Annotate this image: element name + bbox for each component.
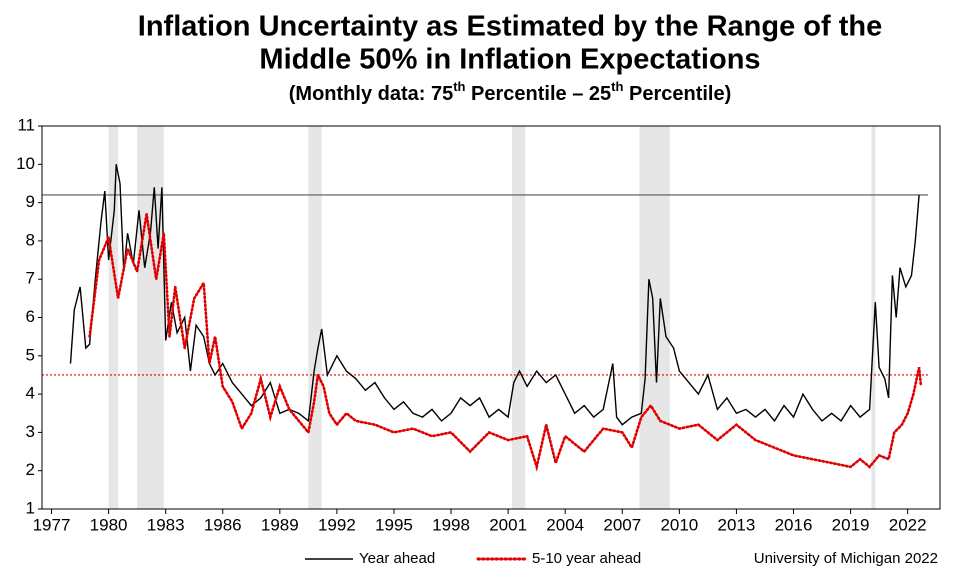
y-tick-label: 9 — [26, 192, 35, 211]
y-tick-label: 1 — [26, 498, 35, 517]
x-tick-label: 1980 — [90, 515, 128, 534]
x-tick-label: 2022 — [889, 515, 927, 534]
recession-band — [511, 126, 526, 509]
recession-band — [871, 126, 876, 509]
y-tick-label: 6 — [26, 307, 35, 326]
series-line — [88, 213, 923, 472]
x-tick-label: 1983 — [147, 515, 185, 534]
legend-label: 5-10 year ahead — [532, 550, 641, 567]
y-tick-label: 5 — [26, 345, 35, 364]
x-tick-label: 2004 — [546, 515, 584, 534]
recession-band — [108, 126, 119, 509]
recession-band — [639, 126, 670, 509]
chart-subtitle: (Monthly data: 75th Percentile – 25th Pe… — [289, 79, 732, 105]
chart-title: Middle 50% in Inflation Expectations — [259, 44, 760, 76]
x-tick-label: 2001 — [489, 515, 527, 534]
subtitle-part: Percentile – 25 — [465, 83, 611, 105]
source: University of Michigan 2022 — [754, 550, 938, 567]
superscript: th — [453, 79, 465, 94]
y-tick-label: 11 — [17, 115, 35, 134]
y-tick-label: 8 — [26, 230, 35, 249]
subtitle-part: Percentile) — [623, 83, 731, 105]
x-tick-label: 1977 — [33, 515, 71, 534]
x-tick-label: 1992 — [318, 515, 356, 534]
series-line — [69, 164, 920, 426]
chart-title: Inflation Uncertainty as Estimated by th… — [138, 11, 882, 43]
legend-label: Year ahead — [359, 550, 435, 567]
y-tick-label: 10 — [16, 154, 35, 173]
x-tick-label: 2019 — [832, 515, 870, 534]
plot-frame — [41, 125, 941, 510]
x-tick-label: 2016 — [775, 515, 813, 534]
subtitle-part: (Monthly data: 75 — [289, 83, 453, 105]
y-tick-label: 3 — [26, 422, 35, 441]
x-tick-label: 2010 — [660, 515, 698, 534]
superscript: th — [611, 79, 623, 94]
x-tick-label: 2007 — [603, 515, 641, 534]
recession-band — [137, 126, 164, 509]
x-tick-label: 1986 — [204, 515, 242, 534]
recession-band — [308, 126, 322, 509]
y-tick-label: 4 — [26, 384, 35, 403]
x-tick-label: 1998 — [432, 515, 470, 534]
y-tick-label: 7 — [26, 269, 35, 288]
x-tick-label: 1995 — [375, 515, 413, 534]
y-tick-label: 2 — [26, 460, 35, 479]
x-tick-label: 1989 — [261, 515, 299, 534]
x-tick-label: 2013 — [718, 515, 756, 534]
